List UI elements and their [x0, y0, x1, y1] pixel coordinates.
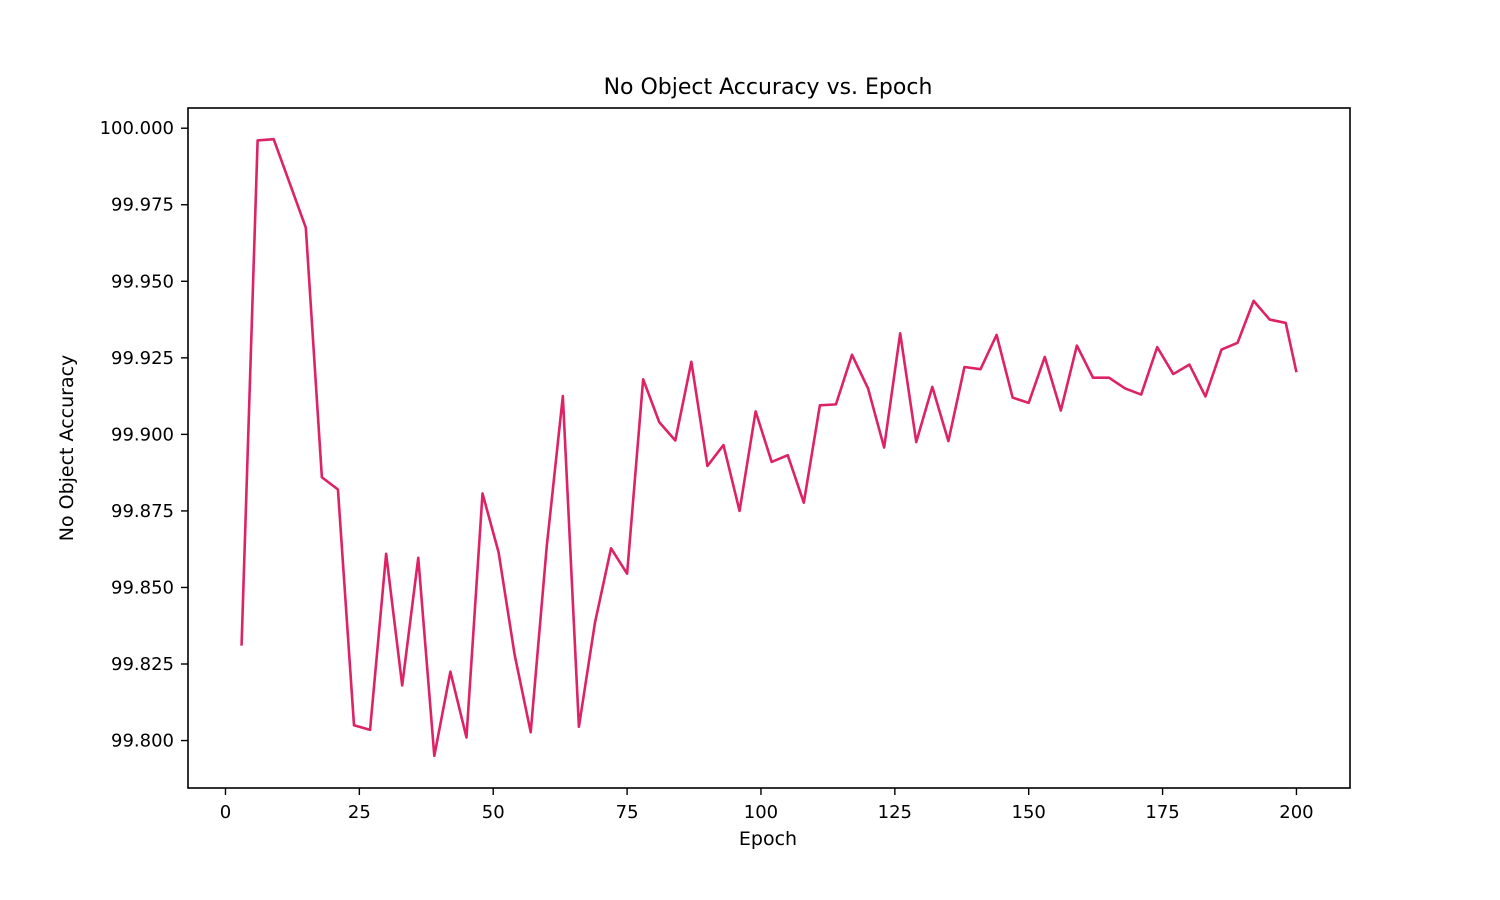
x-axis-ticks: 0 25 50 75 100 125 150 175 200 — [220, 788, 1314, 823]
x-tick-label: 125 — [878, 802, 912, 823]
x-axis-title: Epoch — [739, 828, 797, 850]
y-tick-label: 99.875 — [111, 501, 174, 522]
y-tick-label: 99.950 — [111, 271, 174, 292]
x-tick-label: 200 — [1279, 802, 1313, 823]
y-tick-label: 99.850 — [111, 577, 174, 598]
y-tick-label: 100.000 — [100, 118, 174, 139]
y-axis-title: No Object Accuracy — [56, 355, 78, 542]
x-tick-label: 75 — [616, 802, 639, 823]
x-tick-label: 0 — [220, 802, 231, 823]
x-tick-label: 150 — [1012, 802, 1046, 823]
y-tick-label: 99.925 — [111, 348, 174, 369]
series-line — [240, 137, 1298, 758]
y-tick-label: 99.975 — [111, 195, 174, 216]
y-tick-label: 99.900 — [111, 424, 174, 445]
x-tick-label: 25 — [348, 802, 371, 823]
y-tick-label: 99.825 — [111, 654, 174, 675]
x-tick-label: 175 — [1145, 802, 1179, 823]
y-tick-label: 99.800 — [111, 731, 174, 752]
x-tick-label: 100 — [744, 802, 778, 823]
y-axis-ticks: 99.800 99.825 99.850 99.875 99.900 99.925 99.9… — [100, 118, 188, 752]
x-tick-label: 50 — [482, 802, 505, 823]
plot-frame — [187, 107, 1351, 789]
chart-title: No Object Accuracy vs. Epoch — [604, 75, 933, 100]
